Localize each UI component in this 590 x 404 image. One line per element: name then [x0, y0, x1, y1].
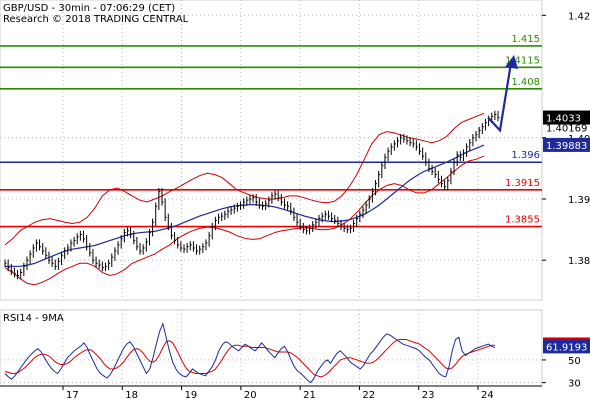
rsi-axis-label: 30 [568, 379, 581, 390]
rsi-value-labels: 63.67161.9193 [543, 337, 590, 354]
price-value-label: 1.40169 [546, 123, 587, 134]
rsi-axis: 50 30 [542, 356, 581, 390]
price-value-label: 1.39883 [546, 141, 587, 152]
level-label: 1.408 [511, 77, 540, 88]
rsi-axis-label: 50 [568, 356, 581, 367]
x-axis-label: 17 [66, 390, 79, 400]
price-value-label: 1.4033 [546, 114, 581, 125]
x-axis-label: 21 [303, 390, 316, 400]
chart-subtitle: Research © 2018 TRADING CENTRAL [3, 14, 189, 25]
forecast-arrow [487, 54, 518, 133]
x-axis-label: 18 [125, 390, 138, 400]
x-axis: 17 18 19 20 21 22 23 24 [0, 385, 542, 401]
level-label: 1.3855 [505, 215, 540, 226]
price-panel [0, 0, 543, 301]
rsi-line [4, 322, 496, 384]
bollinger-lower [4, 155, 485, 286]
price-axis-label: 1.38 [568, 256, 590, 267]
rsi-panel [0, 309, 543, 387]
rsi-grid [0, 310, 542, 386]
rsi-value-label: 61.9193 [546, 342, 587, 353]
price-axis-label: 1.39 [568, 195, 590, 206]
level-label: 1.396 [511, 150, 540, 161]
price-value-label-bg [543, 137, 590, 152]
price-value-label-bg [543, 110, 590, 125]
price-axis-label: 1.42 [568, 11, 590, 22]
x-axis-label: 23 [422, 390, 435, 400]
level-label: 1.3915 [505, 178, 540, 189]
rsi-value-label-bg [543, 339, 590, 354]
moving-average-line [5, 144, 485, 267]
rsi-title: RSI14 - 9MA [3, 313, 64, 324]
price-levels: 1.415 1.4115 1.408 1.396 1.3915 1.3855 [0, 34, 542, 228]
x-axis-label: 20 [244, 390, 257, 400]
rsi-series [4, 322, 496, 384]
x-axis-label: 19 [185, 390, 198, 400]
price-series [4, 110, 500, 280]
forecast-arrow-head [505, 54, 518, 69]
moving-average [5, 144, 485, 267]
x-axis-label: 24 [481, 390, 494, 400]
chart-title: GBP/USD - 30min - 07:06:29 (CET) [3, 3, 175, 14]
forecast-arrow-line [487, 62, 513, 133]
x-axis-label: 22 [362, 390, 375, 400]
level-label: 1.4115 [505, 55, 540, 66]
level-label: 1.415 [511, 34, 540, 45]
